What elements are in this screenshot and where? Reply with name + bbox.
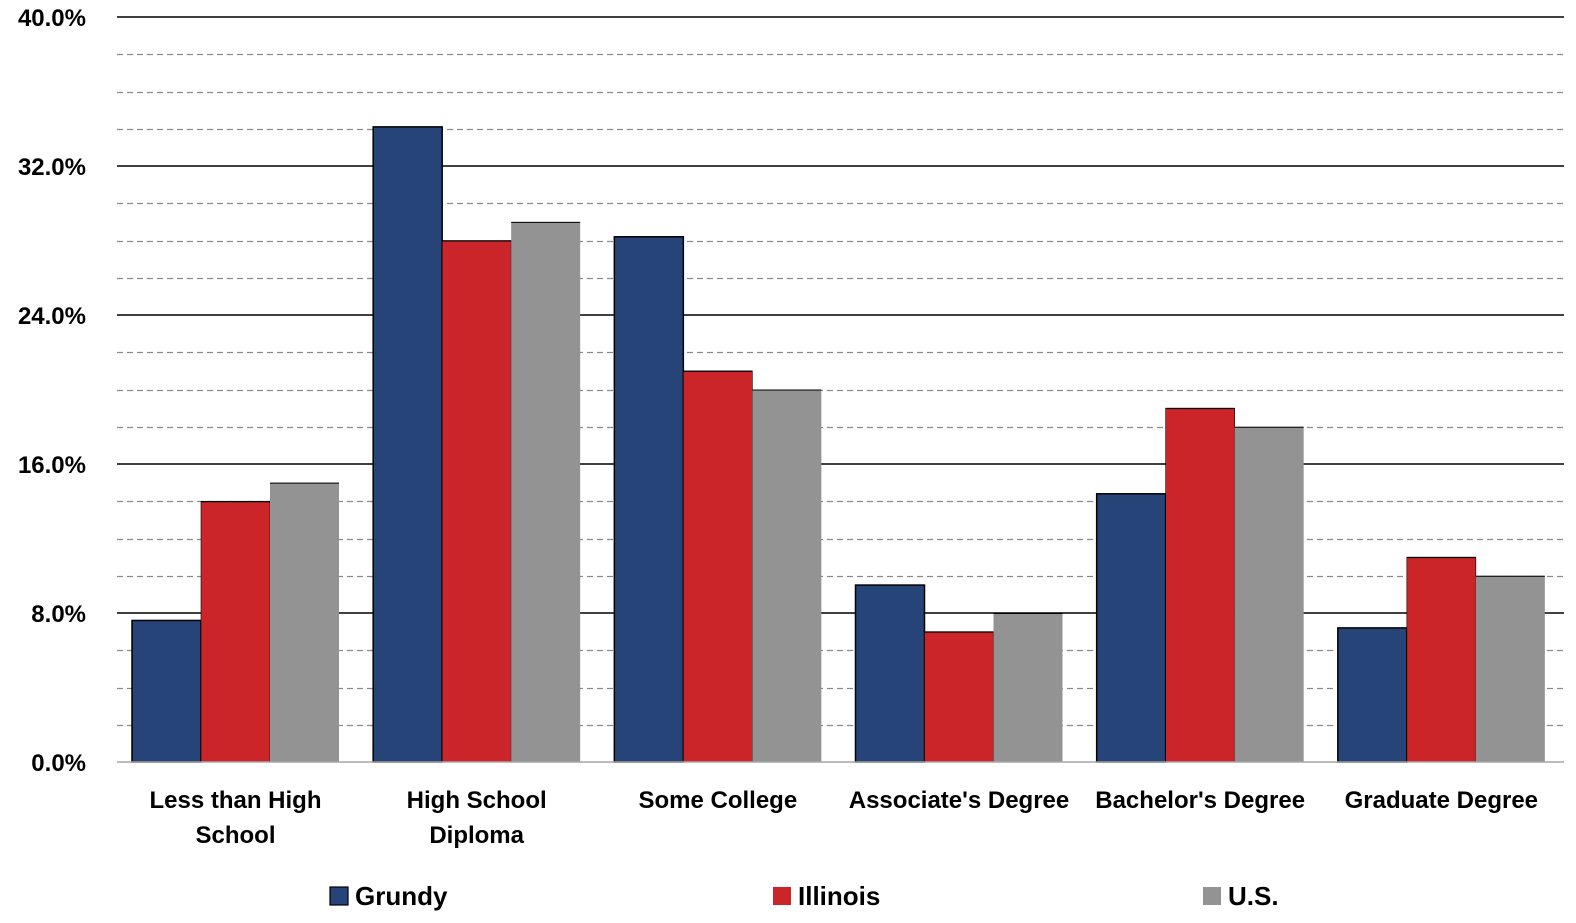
bar-u-s xyxy=(993,613,1063,762)
bar-u-s xyxy=(511,221,581,762)
bar-illinois xyxy=(441,240,512,763)
bar-illinois xyxy=(200,500,271,763)
bar-u-s xyxy=(270,482,339,762)
bar-illinois xyxy=(683,370,753,763)
bar-grundy xyxy=(372,126,443,763)
bar-grundy xyxy=(1337,627,1408,763)
bar-illinois xyxy=(924,631,994,763)
legend-swatch-u-s xyxy=(1203,887,1221,905)
bar-grundy xyxy=(854,584,926,763)
bar-u-s xyxy=(1234,426,1304,762)
bar-u-s xyxy=(752,389,822,762)
legend-swatch-illinois xyxy=(773,887,791,905)
x-category-label: Associate's Degree xyxy=(849,787,1070,814)
legend-label-u-s: U.S. xyxy=(1228,881,1279,911)
y-axis-ticks: 0.0% 8.0% 16.0% 24.0% 32.0% 40.0% xyxy=(18,5,86,777)
x-category-label: Bachelor's Degree xyxy=(1095,787,1305,814)
y-tick-label: 16.0% xyxy=(18,452,86,479)
bar-grundy xyxy=(613,236,685,763)
gridlines xyxy=(117,16,1564,727)
x-category-label: Graduate Degree xyxy=(1345,787,1538,814)
legend-label-grundy: Grundy xyxy=(355,881,448,911)
x-category-label: Some College xyxy=(638,787,797,814)
bar-u-s xyxy=(1475,575,1545,762)
y-tick-label: 24.0% xyxy=(18,303,86,330)
legend-swatch-grundy xyxy=(329,886,349,906)
bar-illinois xyxy=(1406,556,1477,763)
bar-illinois xyxy=(1165,407,1235,763)
y-tick-label: 0.0% xyxy=(31,750,86,777)
bars xyxy=(131,126,1545,763)
y-tick-label: 32.0% xyxy=(18,154,86,181)
x-category-label: Less than High School xyxy=(149,787,321,849)
bar-grundy xyxy=(131,619,202,763)
y-tick-label: 8.0% xyxy=(31,601,86,628)
legend: Grundy Illinois U.S. xyxy=(329,881,1279,911)
x-axis-category-labels: Less than High School High School Diploma So… xyxy=(149,787,1538,849)
x-category-label: High School Diploma xyxy=(407,787,547,849)
legend-label-illinois: Illinois xyxy=(798,881,880,911)
y-tick-label: 40.0% xyxy=(18,5,86,32)
bar-grundy xyxy=(1095,493,1167,763)
